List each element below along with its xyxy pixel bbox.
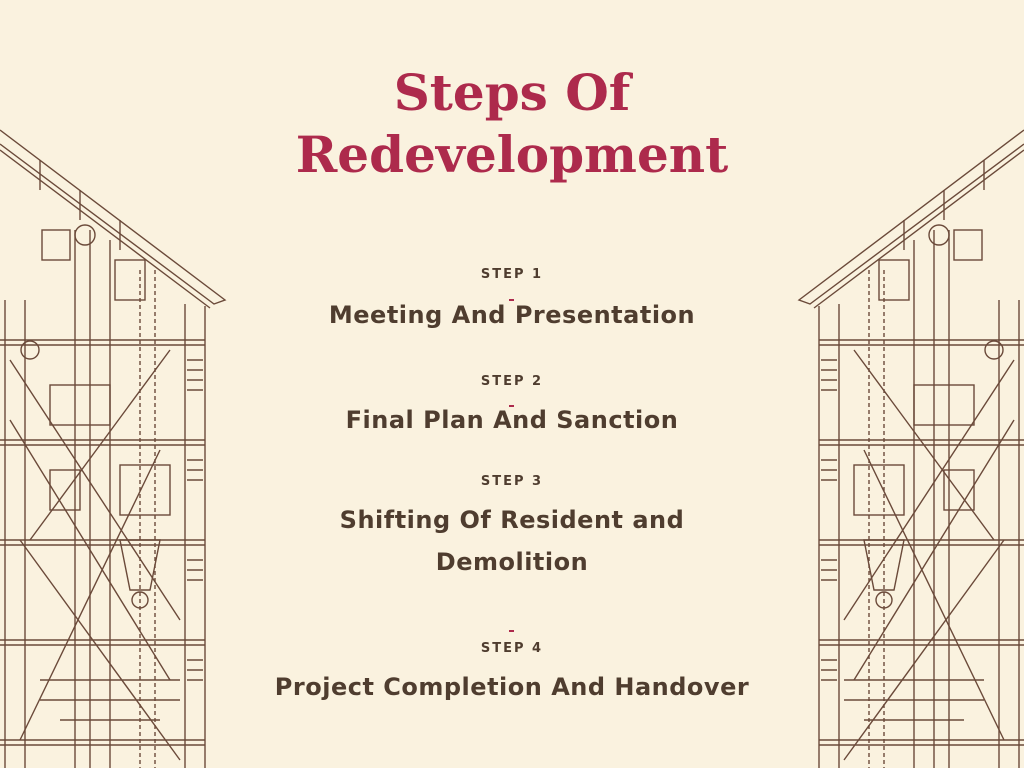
step-1-divider — [509, 299, 514, 301]
step-2-label: STEP 2 — [480, 374, 544, 389]
building-sketch-left — [0, 129, 227, 768]
step-4-divider — [509, 630, 514, 632]
step-2-divider — [509, 405, 514, 407]
page-title: Steps Of Redevelopment — [295, 63, 729, 184]
building-sketch-right — [797, 129, 1024, 768]
step-3-label: STEP 3 — [480, 474, 544, 489]
step-3-title: Shifting Of Resident and Demolition — [339, 506, 685, 576]
step-4-label: STEP 4 — [480, 641, 544, 656]
step-1-label: STEP 1 — [480, 267, 544, 282]
step-2-title: Final Plan And Sanction — [345, 406, 679, 434]
step-1-title: Meeting And Presentation — [328, 301, 696, 329]
step-4-title: Project Completion And Handover — [274, 673, 750, 701]
